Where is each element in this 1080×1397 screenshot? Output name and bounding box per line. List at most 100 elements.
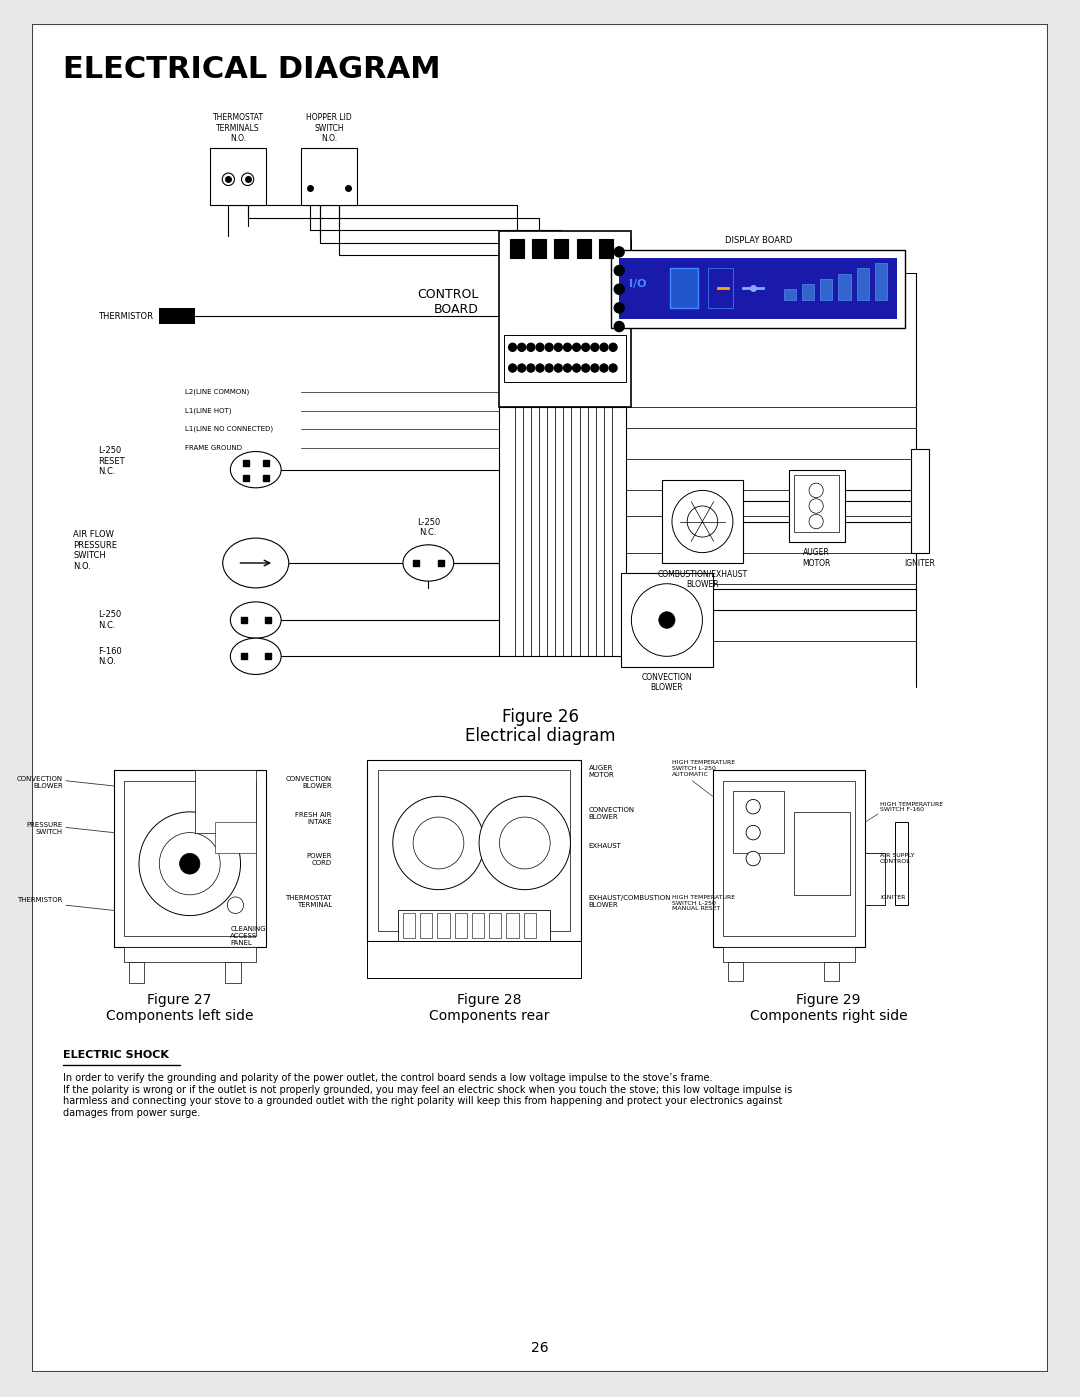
- Bar: [820, 279, 833, 299]
- Circle shape: [615, 303, 624, 313]
- Circle shape: [609, 344, 617, 352]
- Circle shape: [659, 612, 675, 629]
- Bar: [215, 823, 256, 854]
- Bar: [403, 914, 415, 939]
- Circle shape: [591, 363, 599, 372]
- Text: HIGH TEMPERATURE
SWITCH L-250
AUTOMATIC: HIGH TEMPERATURE SWITCH L-250 AUTOMATIC: [672, 760, 735, 777]
- Text: THERMOSTAT
TERMINAL: THERMOSTAT TERMINAL: [285, 895, 332, 908]
- Text: Electrical diagram: Electrical diagram: [464, 726, 616, 745]
- Text: Figure 28: Figure 28: [457, 993, 522, 1007]
- Text: CLEANING
ACCESS
PANEL: CLEANING ACCESS PANEL: [230, 926, 266, 946]
- Bar: [621, 573, 713, 666]
- Circle shape: [554, 363, 563, 372]
- Text: In order to verify the grounding and polarity of the power outlet, the control b: In order to verify the grounding and pol…: [63, 1073, 792, 1118]
- Text: IGNITER: IGNITER: [880, 895, 905, 900]
- Circle shape: [746, 851, 760, 866]
- Circle shape: [527, 363, 535, 372]
- Bar: [397, 911, 550, 942]
- Circle shape: [564, 344, 571, 352]
- Bar: [824, 963, 839, 981]
- Bar: [531, 239, 546, 258]
- Circle shape: [564, 363, 571, 372]
- Bar: [670, 268, 699, 307]
- Circle shape: [480, 796, 570, 890]
- Circle shape: [615, 284, 624, 295]
- Text: L-250
N.C.: L-250 N.C.: [98, 610, 122, 630]
- Bar: [455, 914, 467, 939]
- Text: COMBUSTION/EXHAUST
BLOWER: COMBUSTION/EXHAUST BLOWER: [658, 569, 747, 588]
- Bar: [437, 914, 449, 939]
- Bar: [910, 448, 929, 553]
- Text: FRESH AIR
INTAKE: FRESH AIR INTAKE: [296, 812, 332, 824]
- Bar: [784, 289, 796, 299]
- Text: THERMOSTAT
TERMINALS
N.O.: THERMOSTAT TERMINALS N.O.: [213, 113, 264, 142]
- Bar: [367, 760, 581, 942]
- Bar: [794, 475, 839, 532]
- Text: HIGH TEMPERATURE
SWITCH F-160: HIGH TEMPERATURE SWITCH F-160: [880, 802, 943, 812]
- Bar: [524, 914, 536, 939]
- Bar: [124, 781, 256, 936]
- Bar: [865, 854, 886, 905]
- Circle shape: [509, 344, 516, 352]
- Text: L1(LINE HOT): L1(LINE HOT): [185, 408, 231, 414]
- Text: 26: 26: [531, 1341, 549, 1355]
- Bar: [124, 947, 256, 963]
- Bar: [802, 284, 814, 299]
- Bar: [510, 239, 524, 258]
- Bar: [378, 770, 570, 932]
- Text: ELECTRIC SHOCK: ELECTRIC SHOCK: [63, 1051, 168, 1060]
- Text: CONVECTION
BLOWER: CONVECTION BLOWER: [642, 673, 692, 693]
- Text: CONTROL
BOARD: CONTROL BOARD: [418, 288, 480, 316]
- Bar: [160, 307, 194, 324]
- Bar: [728, 963, 743, 981]
- Text: L-250
N.C.: L-250 N.C.: [417, 518, 440, 536]
- Circle shape: [160, 833, 220, 895]
- Text: L-250
RESET
N.C.: L-250 RESET N.C.: [98, 447, 125, 476]
- Bar: [895, 823, 907, 905]
- Circle shape: [746, 826, 760, 840]
- Bar: [226, 963, 241, 983]
- Circle shape: [536, 363, 544, 372]
- Bar: [472, 914, 484, 939]
- Circle shape: [599, 363, 608, 372]
- Text: PRESSURE
SWITCH: PRESSURE SWITCH: [27, 823, 63, 835]
- Bar: [507, 914, 518, 939]
- Bar: [733, 791, 784, 854]
- Ellipse shape: [230, 638, 281, 675]
- Bar: [194, 770, 256, 833]
- Bar: [856, 268, 869, 299]
- Text: L2(LINE COMMON): L2(LINE COMMON): [185, 388, 248, 395]
- Circle shape: [545, 363, 553, 372]
- Bar: [875, 263, 887, 299]
- Ellipse shape: [222, 538, 288, 588]
- Circle shape: [517, 363, 526, 372]
- Circle shape: [615, 321, 624, 331]
- Text: FRAME GROUND: FRAME GROUND: [185, 444, 242, 451]
- Bar: [723, 781, 854, 936]
- Circle shape: [809, 499, 823, 513]
- Circle shape: [582, 344, 590, 352]
- Text: CONVECTION
BLOWER: CONVECTION BLOWER: [589, 806, 635, 820]
- Bar: [499, 408, 626, 657]
- Circle shape: [687, 506, 717, 536]
- Ellipse shape: [403, 545, 454, 581]
- Bar: [707, 268, 733, 307]
- Ellipse shape: [230, 602, 281, 638]
- Circle shape: [746, 799, 760, 814]
- Circle shape: [572, 344, 581, 352]
- Bar: [577, 239, 591, 258]
- Text: Components rear: Components rear: [429, 1009, 550, 1023]
- Bar: [662, 481, 743, 563]
- Circle shape: [632, 584, 702, 657]
- Circle shape: [809, 514, 823, 529]
- Circle shape: [517, 344, 526, 352]
- Text: AUGER
MOTOR: AUGER MOTOR: [589, 766, 615, 778]
- Text: HIGH TEMPERATURE
SWITCH L-250
MANUAL RESET: HIGH TEMPERATURE SWITCH L-250 MANUAL RES…: [672, 895, 735, 911]
- Text: IGNITER: IGNITER: [904, 559, 935, 567]
- Ellipse shape: [230, 451, 281, 488]
- Circle shape: [809, 483, 823, 497]
- Text: DISPLAY BOARD: DISPLAY BOARD: [725, 236, 792, 244]
- Text: AUGER
MOTOR: AUGER MOTOR: [802, 549, 831, 567]
- Bar: [504, 335, 626, 381]
- Circle shape: [527, 344, 535, 352]
